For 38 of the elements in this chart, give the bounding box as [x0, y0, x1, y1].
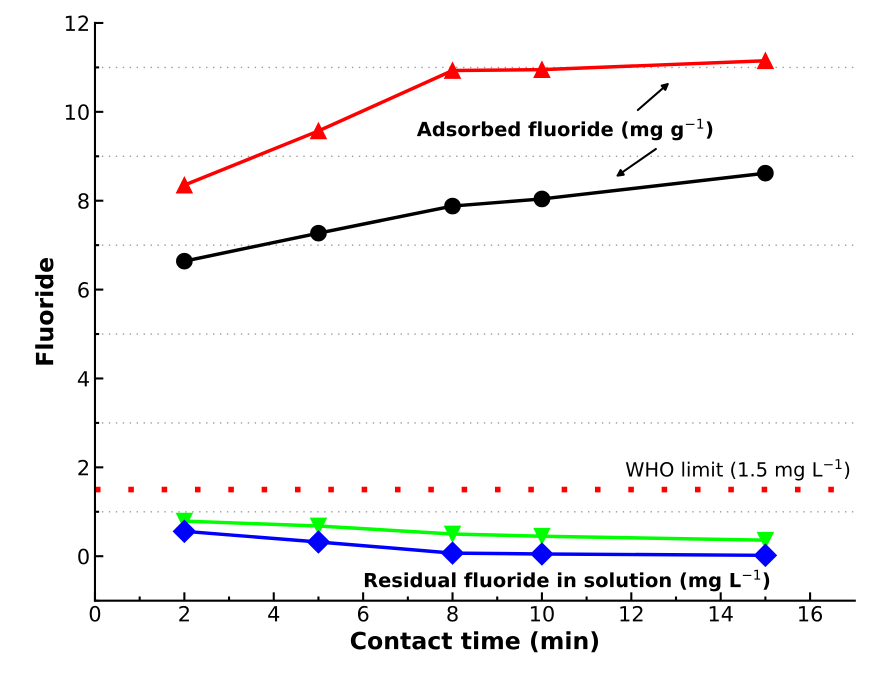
point — [444, 198, 461, 214]
point — [176, 176, 193, 194]
point — [176, 252, 193, 270]
y-axis-title: Fluoride — [35, 258, 54, 365]
point — [534, 528, 550, 545]
x-tick-label: 16 — [799, 606, 822, 622]
point — [757, 52, 774, 70]
annotation: Residual fluoride in solution (mg L$^{−1}$) — [364, 570, 770, 592]
y-tick-label: 10 — [66, 104, 89, 120]
point — [754, 544, 777, 567]
y-tick-label: 4 — [78, 371, 89, 386]
y-tick-label: 6 — [78, 282, 89, 298]
x-tick-label: 12 — [620, 606, 642, 622]
point — [306, 530, 330, 554]
point — [172, 520, 196, 543]
y-tick-label: 2 — [78, 460, 88, 476]
point — [310, 122, 327, 140]
x-tick-label: 6 — [358, 606, 368, 622]
y-tick-label: 8 — [78, 193, 89, 209]
point — [534, 190, 550, 208]
x-tick-label: 4 — [268, 606, 280, 622]
x-tick-label: 10 — [530, 606, 554, 622]
x-tick-label: 8 — [447, 606, 458, 622]
point — [757, 164, 774, 182]
point — [441, 542, 464, 565]
point — [310, 224, 327, 242]
ref-line-label: WHO limit (1.5 mg L$^{−1}$) — [626, 459, 850, 480]
point — [530, 542, 554, 566]
y-tick-label: 12 — [66, 15, 88, 31]
x-axis-title: Contact time (min) — [350, 631, 598, 652]
x-tick-label: 14 — [710, 606, 733, 622]
point — [534, 61, 550, 78]
x-tick-label: 0 — [90, 606, 100, 622]
y-tick-label: 0 — [78, 548, 89, 564]
point — [444, 62, 461, 79]
annotation: Adsorbed fluoride (mg g$^{−1}$) — [416, 118, 712, 140]
point — [444, 526, 461, 542]
x-tick-label: 2 — [179, 606, 189, 622]
